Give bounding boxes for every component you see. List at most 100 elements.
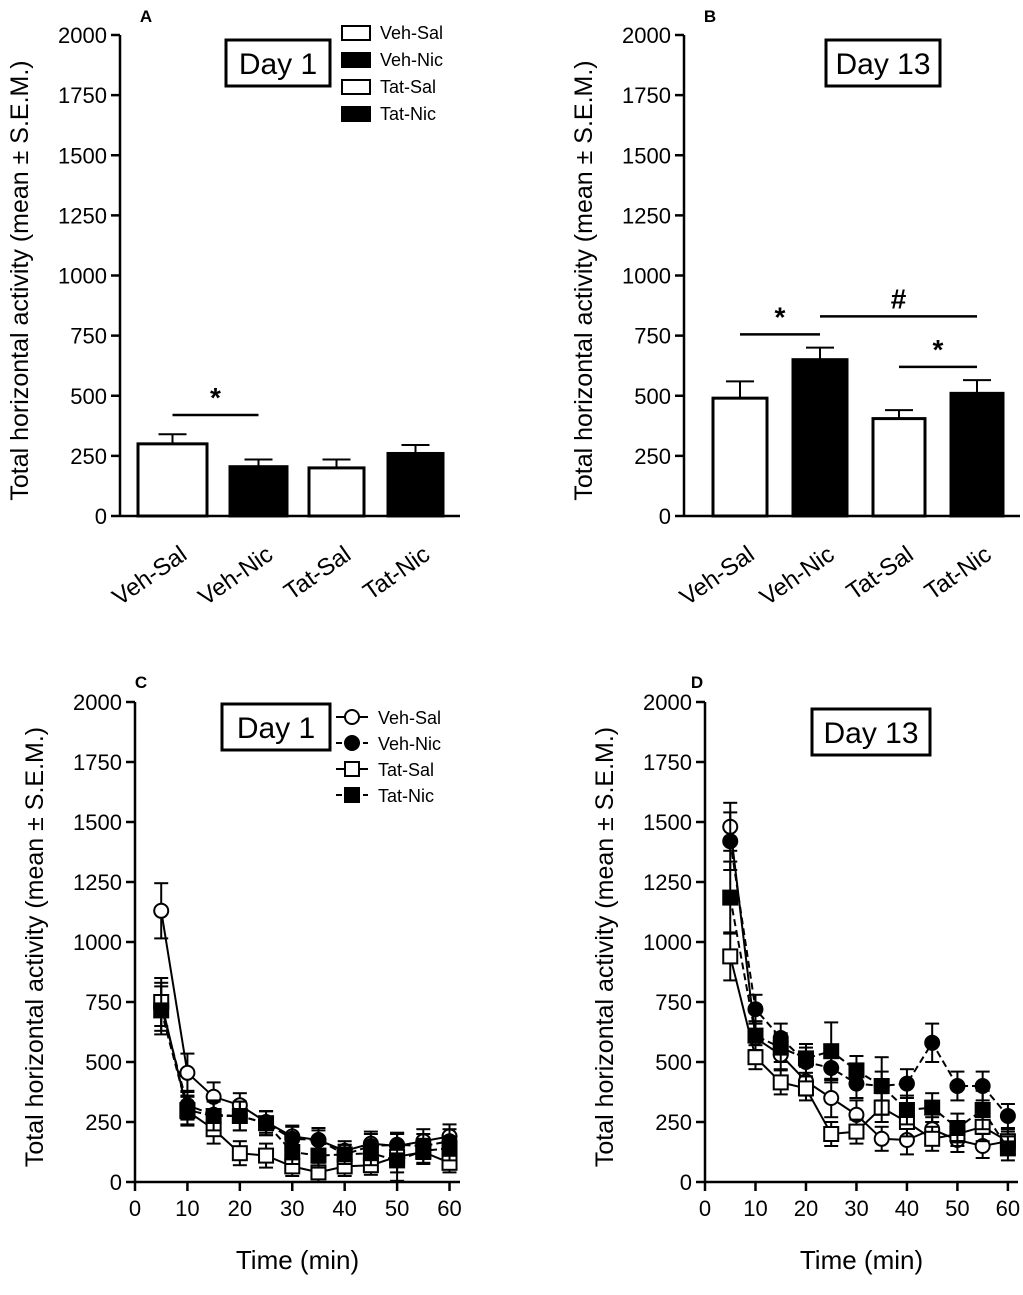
series-line	[729, 826, 1009, 1148]
x-tick-label: 40	[332, 1196, 356, 1221]
bar	[791, 358, 849, 518]
legend-label: Veh-Sal	[380, 23, 443, 43]
y-tick-label: 500	[634, 384, 671, 409]
y-tick-label: 0	[110, 1170, 122, 1195]
data-point	[772, 1074, 789, 1091]
bar	[307, 466, 366, 518]
series-tat-nic	[153, 985, 458, 1174]
day-label: Day 1	[237, 712, 315, 745]
significance-marker: *	[775, 301, 786, 332]
data-point	[848, 1062, 865, 1079]
series-tat-sal	[722, 931, 1016, 1155]
y-axis-label: Total horizontal activity (mean ± S.E.M.…	[591, 727, 619, 1167]
x-tick-label: Veh-Sal	[675, 541, 759, 611]
y-tick-label: 250	[655, 1110, 692, 1135]
data-point	[772, 1039, 789, 1056]
data-point	[999, 1108, 1016, 1124]
y-tick-label: 0	[659, 504, 671, 529]
y-tick-label: 750	[655, 990, 692, 1015]
data-point	[179, 1102, 196, 1118]
data-point	[231, 1108, 248, 1124]
day-label: Day 1	[239, 48, 317, 81]
y-tick-label: 750	[70, 324, 107, 349]
data-point	[797, 1080, 814, 1097]
data-point	[898, 1075, 915, 1092]
data-point	[873, 1130, 890, 1147]
data-point	[924, 1099, 941, 1116]
y-tick-label: 1750	[622, 83, 671, 108]
x-tick-label: 20	[794, 1196, 818, 1221]
x-tick-label: 50	[945, 1196, 969, 1221]
y-tick-label: 1000	[622, 264, 671, 289]
legend-swatch	[341, 106, 371, 122]
x-tick-label: 30	[844, 1196, 868, 1221]
data-point	[823, 1126, 840, 1142]
y-tick-label: 500	[655, 1050, 692, 1075]
y-tick-label: 750	[634, 324, 671, 349]
data-point	[258, 1115, 275, 1132]
data-point	[747, 1027, 764, 1044]
data-point	[362, 1145, 379, 1162]
y-tick-label: 1750	[58, 83, 107, 108]
y-tick-label: 0	[680, 1170, 692, 1195]
panel-letter: B	[704, 7, 716, 26]
significance-marker: #	[891, 283, 907, 314]
y-tick-label: 250	[634, 444, 671, 469]
y-tick-label: 2000	[58, 23, 107, 48]
bar	[136, 442, 209, 518]
data-point	[258, 1147, 275, 1164]
bar	[949, 391, 1005, 518]
significance-marker: *	[933, 334, 944, 365]
panel-letter: A	[140, 7, 152, 26]
data-point	[924, 1130, 941, 1147]
legend-label: Veh-Nic	[380, 50, 443, 70]
data-point	[153, 902, 170, 919]
data-point	[898, 1102, 915, 1118]
data-point	[722, 948, 739, 965]
data-point	[974, 1102, 991, 1118]
y-tick-label: 250	[70, 444, 107, 469]
y-axis-label: Total horizontal activity (mean ± S.E.M.…	[570, 60, 598, 500]
day-label-box	[224, 38, 332, 88]
x-tick-label: 10	[175, 1196, 199, 1221]
legend-swatch	[341, 79, 371, 95]
y-tick-label: 0	[95, 504, 107, 529]
y-tick-label: 1250	[73, 870, 122, 895]
x-tick-label: 30	[280, 1196, 304, 1221]
legend-label: Tat-Nic	[378, 786, 434, 806]
data-point	[949, 1120, 966, 1136]
legend-label: Tat-Sal	[380, 77, 436, 97]
series-line	[729, 897, 1009, 1149]
legend-swatch	[341, 25, 371, 41]
x-tick-label: Tat-Nic	[358, 541, 435, 606]
legend-swatch	[341, 52, 371, 68]
day-label-box	[810, 707, 932, 757]
bar	[871, 417, 927, 518]
day-label: Day 13	[823, 717, 918, 750]
x-tick-label: 0	[699, 1196, 711, 1221]
data-point	[336, 1146, 353, 1163]
x-tick-label: 60	[437, 1196, 461, 1221]
y-tick-label: 1500	[622, 143, 671, 168]
y-tick-label: 1750	[643, 750, 692, 775]
data-point	[722, 889, 739, 906]
bar	[228, 465, 289, 518]
day-label-box	[824, 38, 942, 88]
x-tick-label: Tat-Nic	[920, 541, 997, 606]
significance-marker: *	[210, 382, 221, 413]
series-tat-nic	[722, 860, 1016, 1162]
y-tick-label: 1250	[58, 203, 107, 228]
day-label-box	[220, 702, 332, 752]
y-tick-label: 1500	[643, 810, 692, 835]
y-tick-label: 1750	[73, 750, 122, 775]
y-tick-label: 1500	[73, 810, 122, 835]
legend-marker	[344, 787, 360, 803]
data-point	[441, 1140, 458, 1157]
panel-b: B Day 13 0 250 500 750 1000 1250 1500 1750 2000 Tot…	[570, 7, 1020, 611]
y-tick-label: 1250	[622, 203, 671, 228]
series-veh-sal	[722, 801, 1016, 1159]
data-point	[747, 1001, 764, 1018]
legend-label: Tat-Nic	[380, 104, 436, 124]
y-tick-label: 2000	[73, 690, 122, 715]
